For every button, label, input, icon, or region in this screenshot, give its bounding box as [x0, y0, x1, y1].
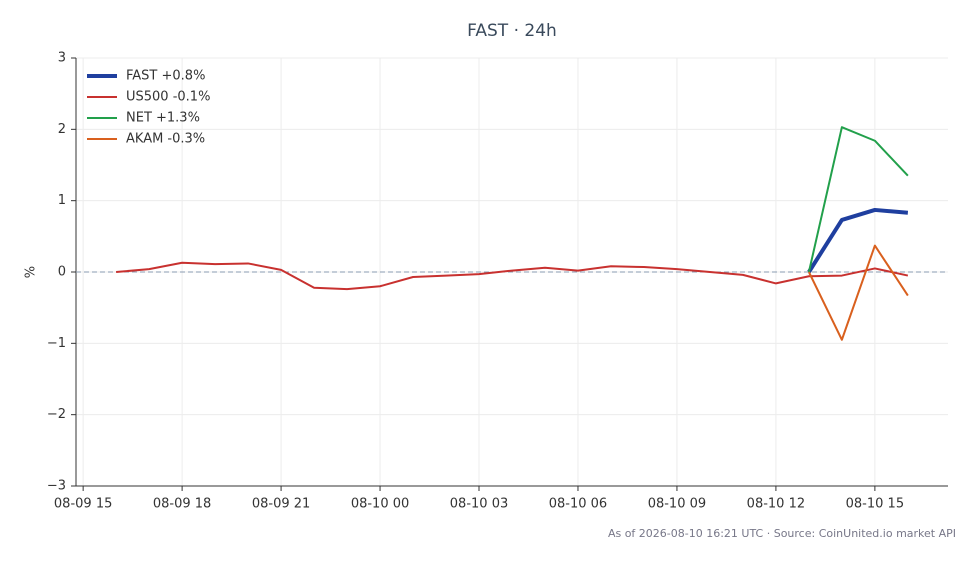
chart-title: FAST · 24h [467, 21, 557, 41]
x-tick-label: 08-09 15 [54, 497, 112, 512]
x-tick-label: 08-10 15 [846, 497, 904, 512]
x-tick-label: 08-10 12 [747, 497, 805, 512]
x-tick-label: 08-10 09 [648, 497, 706, 512]
x-tick-label: 08-10 03 [450, 497, 508, 512]
y-axis-label: % [24, 266, 39, 278]
series-line [807, 207, 909, 274]
y-tick-label: −2 [47, 407, 66, 422]
series-line [807, 244, 909, 341]
x-tick-label: 08-10 00 [351, 497, 409, 512]
y-tick-label: 2 [58, 122, 66, 137]
y-tick-label: 1 [58, 193, 66, 208]
series-line [807, 126, 909, 273]
legend-label: NET +1.3% [126, 111, 200, 126]
y-tick-label: 3 [58, 51, 66, 66]
x-tick-label: 08-10 06 [549, 497, 607, 512]
legend-label: US500 -0.1% [126, 90, 210, 105]
series-line [116, 261, 909, 291]
legend-label: AKAM -0.3% [126, 132, 205, 147]
x-tick-label: 08-09 21 [252, 497, 310, 512]
x-tick-label: 08-09 18 [153, 497, 211, 512]
footnote: As of 2026-08-10 16:21 UTC · Source: Coi… [608, 527, 956, 540]
y-tick-label: 0 [58, 265, 66, 280]
y-tick-label: −1 [47, 336, 66, 351]
legend-label: FAST +0.8% [126, 69, 205, 84]
y-tick-label: −3 [47, 479, 66, 494]
